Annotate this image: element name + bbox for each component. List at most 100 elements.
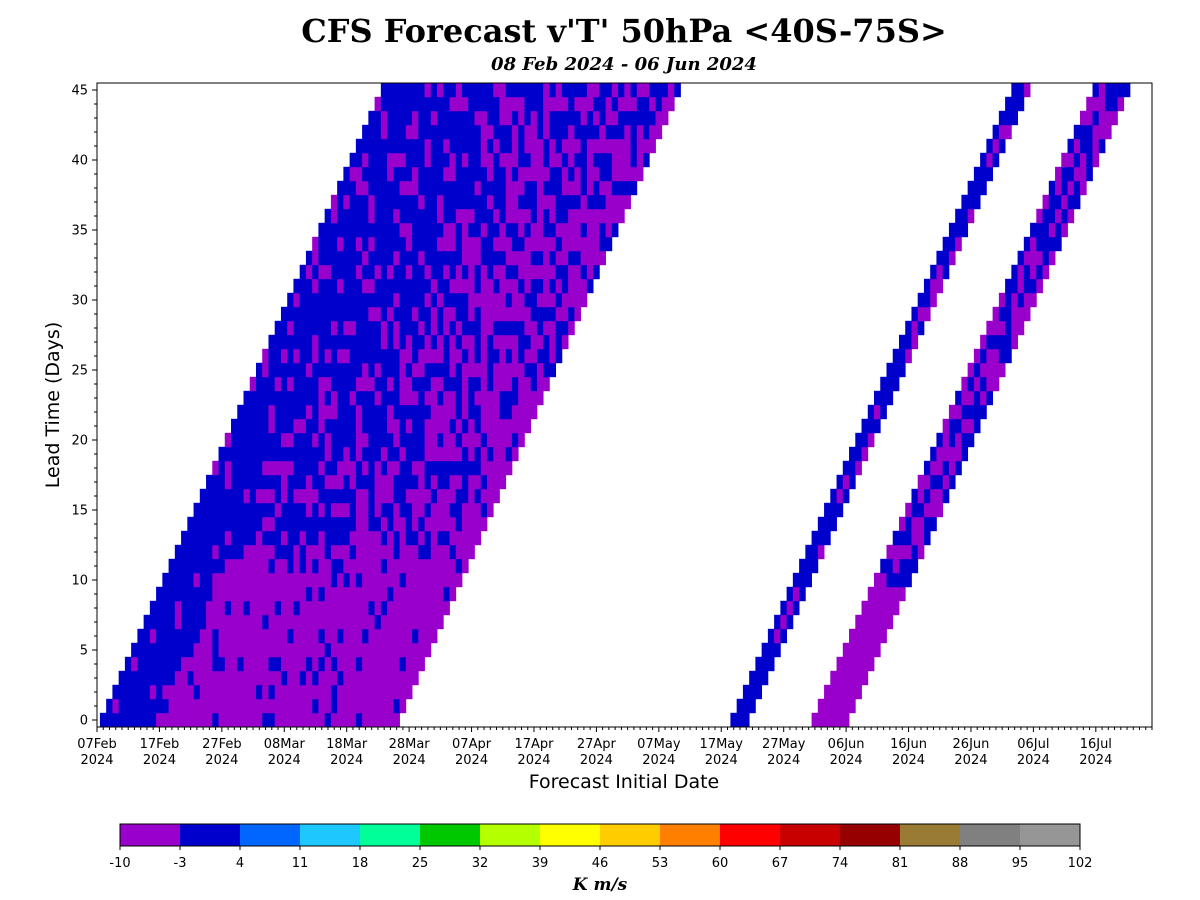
heatmap-cell [611, 208, 619, 224]
heatmap-cell [493, 110, 500, 126]
heatmap-cell [287, 376, 294, 392]
colorbar-tick-label: 32 [472, 856, 489, 871]
heatmap-cell [524, 418, 532, 434]
heatmap-cell [493, 180, 500, 196]
heatmap-cell [611, 138, 619, 154]
heatmap-cell [362, 306, 369, 322]
heatmap-cell [1098, 124, 1106, 140]
heatmap-cell [468, 306, 475, 322]
heatmap-cell [349, 530, 357, 546]
heatmap-cell [280, 712, 288, 728]
heatmap-cell [911, 306, 919, 322]
heatmap-cell [330, 712, 338, 728]
heatmap-cell [886, 558, 894, 574]
heatmap-cell [318, 530, 326, 546]
heatmap-cell [730, 712, 738, 728]
heatmap-cell [399, 166, 407, 182]
heatmap-cell [174, 698, 182, 714]
heatmap-cell [499, 166, 507, 182]
heatmap-cell [330, 628, 338, 644]
heatmap-cell [630, 124, 638, 140]
heatmap-cell [443, 572, 450, 588]
heatmap-cell [905, 558, 912, 574]
heatmap-cell [418, 110, 425, 126]
heatmap-cell [349, 208, 357, 224]
heatmap-cell [449, 292, 457, 308]
heatmap-cell [437, 614, 444, 630]
heatmap-cell [480, 320, 488, 336]
heatmap-cell [836, 670, 844, 686]
heatmap-cell [324, 712, 332, 728]
heatmap-cell [493, 334, 500, 350]
heatmap-cell [405, 362, 413, 378]
y-tick-label: 25 [71, 364, 88, 379]
heatmap-cell [324, 572, 332, 588]
heatmap-cell [199, 516, 207, 532]
heatmap-cell [405, 600, 413, 616]
heatmap-cell [268, 376, 276, 392]
heatmap-cell [237, 600, 244, 616]
heatmap-cell [967, 208, 975, 224]
heatmap-cell [387, 460, 394, 476]
heatmap-cell [212, 614, 219, 630]
heatmap-cell [1005, 278, 1012, 294]
heatmap-cell [474, 180, 482, 196]
heatmap-cell [593, 124, 600, 140]
heatmap-cell [824, 516, 831, 532]
heatmap-cell [399, 530, 407, 546]
heatmap-cell [280, 488, 288, 504]
heatmap-cell [399, 194, 407, 210]
heatmap-cell [437, 404, 444, 420]
heatmap-cell [474, 320, 482, 336]
heatmap-cell [468, 530, 475, 546]
heatmap-cell [337, 418, 344, 434]
heatmap-cell [262, 362, 269, 378]
heatmap-cell [131, 698, 138, 714]
heatmap-cell [917, 292, 925, 308]
heatmap-cell [973, 418, 981, 434]
heatmap-cell [362, 390, 369, 406]
heatmap-cell [430, 306, 438, 322]
heatmap-cell [299, 362, 307, 378]
heatmap-cell [455, 502, 463, 518]
heatmap-cell [193, 502, 201, 518]
heatmap-cell [574, 278, 581, 294]
heatmap-cell [243, 656, 251, 672]
heatmap-cell [355, 460, 363, 476]
heatmap-cell [755, 670, 763, 686]
heatmap-cell [412, 614, 419, 630]
heatmap-cell [749, 698, 756, 714]
heatmap-cell [1030, 292, 1037, 308]
heatmap-cell [424, 614, 432, 630]
heatmap-cell [468, 446, 475, 462]
heatmap-cell [549, 236, 557, 252]
heatmap-cell [268, 614, 276, 630]
heatmap-cell [405, 194, 413, 210]
heatmap-cell [324, 222, 332, 238]
heatmap-cell [199, 488, 207, 504]
heatmap-cell [299, 460, 307, 476]
heatmap-cell [549, 362, 557, 378]
heatmap-cell [337, 488, 344, 504]
heatmap-cell [755, 656, 763, 672]
heatmap-cell [418, 138, 425, 154]
heatmap-cell [255, 558, 263, 574]
heatmap-cell [355, 236, 363, 252]
heatmap-cell [199, 628, 207, 644]
heatmap-cell [206, 586, 213, 602]
heatmap-cell [318, 474, 326, 490]
heatmap-cell [199, 586, 207, 602]
heatmap-cell [212, 558, 219, 574]
heatmap-cell [430, 376, 438, 392]
heatmap-cell [480, 124, 488, 140]
heatmap-cell [393, 558, 400, 574]
heatmap-cell [162, 712, 169, 728]
heatmap-cell [461, 390, 469, 406]
heatmap-cell [561, 110, 569, 126]
heatmap-cell [824, 502, 831, 518]
colorbar-segment [180, 824, 241, 846]
heatmap-cell [499, 418, 507, 434]
heatmap-cell [268, 558, 276, 574]
heatmap-cell [430, 222, 438, 238]
heatmap-cell [461, 320, 469, 336]
